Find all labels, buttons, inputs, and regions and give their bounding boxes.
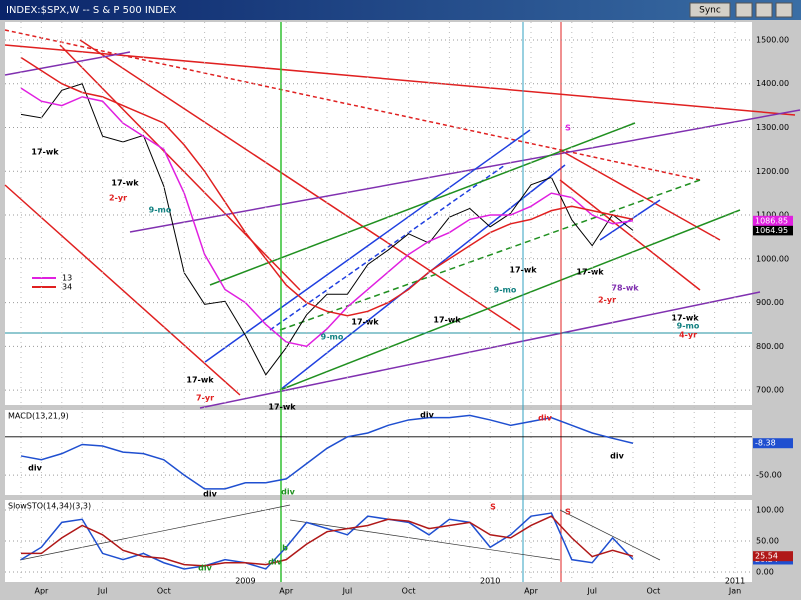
trend-line [559,509,661,561]
y-tick-label: 100.00 [756,505,784,514]
annotation: 17-wk [268,403,296,412]
annotation: 17-wk [111,179,139,188]
x-tick-label: Oct [157,587,171,596]
annotation: div [198,564,212,573]
y-tick-label: 1500.00 [756,35,789,44]
series-line [20,414,634,490]
annotation: div [538,414,552,423]
annotation: 9-mo [677,322,700,331]
value-box [753,225,793,236]
value-box [753,551,793,562]
series-line [20,512,634,570]
series-line [20,56,634,317]
annotation: div [281,488,295,497]
x-year-label: 2011 [725,577,745,586]
legend-label: 13 [62,274,72,283]
x-tick-label: Apr [279,587,294,596]
annotation: 9-mo [494,286,517,295]
annotation: div [420,411,434,420]
trend-lines [4,22,801,582]
annotation: 17-wk [351,318,379,327]
trend-line [4,51,131,76]
x-tick-label: Apr [524,587,539,596]
y-tick-label: 700.00 [756,386,784,395]
x-tick-label: Apr [34,587,49,596]
window-title: INDEX:$SPX,W -- S & P 500 INDEX [6,5,176,16]
x-tick-label: Oct [646,587,660,596]
trend-line [19,504,291,561]
value-box-label: 1064.95 [755,226,788,235]
annotation: 4-yr [679,331,697,340]
close-button[interactable] [775,2,793,18]
annotation: 2-yr [109,194,127,203]
annotation: 17-wk [671,314,699,323]
x-tick-label: Jan [728,587,741,596]
series-line [20,83,634,376]
annotation: 17-wk [186,376,214,385]
sync-button[interactable] [689,2,731,18]
y-tick-label: 1200.00 [756,167,789,176]
annotation: div [203,490,217,499]
value-box-label: 25.54 [755,552,778,561]
y-tick-label: 900.00 [756,298,784,307]
y-tick-label: 0.00 [756,568,774,577]
y-tick-label: 1300.00 [756,123,789,132]
trend-line [199,291,761,409]
y-tick-label: 1400.00 [756,79,789,88]
maximize-button[interactable] [755,2,773,18]
value-box [753,215,793,226]
series-line [20,87,634,348]
trend-line [59,44,301,291]
annotation: S [565,124,571,133]
annotation: 17-wk [31,148,59,157]
annotation: b [282,544,288,553]
x-year-label: 2010 [480,577,500,586]
trend-line [4,184,241,396]
trend-line [599,199,661,241]
trend-line [559,149,721,241]
trend-line [289,519,561,561]
panel-title: MACD(13,21,9) [8,412,69,421]
minimize-button[interactable] [735,2,753,18]
panel-title: SlowSTO(14,34)(3,3) [8,502,91,511]
annotation: S [490,503,496,512]
legend-label: 34 [62,283,72,292]
macd-panel [5,410,752,495]
series-line [21,515,634,567]
annotation: div [610,452,624,461]
y-tick-label: 800.00 [756,342,784,351]
price-panel [5,22,752,405]
annotation: 9-mo [149,206,172,215]
value-box-label: 1086.85 [755,216,788,225]
x-tick-label: Jul [97,587,108,596]
x-tick-label: Jul [586,587,597,596]
trend-line [79,39,521,331]
trend-line [559,179,701,291]
y-tick-label: 50.00 [756,537,779,546]
x-tick-label: Oct [402,587,416,596]
y-tick-label: 1000.00 [756,254,789,263]
trend-line [279,209,741,391]
y-tick-label: -50.00 [756,471,782,480]
annotation: div [28,464,42,473]
annotation: 17-wk [576,268,604,277]
title-bar [0,0,801,20]
annotation: 17-wk [509,266,537,275]
annotation: div [268,558,282,567]
x-tick-label: Jul [342,587,353,596]
annotation: 78-wk [611,284,639,293]
x-year-label: 2009 [235,577,255,586]
annotation: 17-wk [433,316,461,325]
annotation: 9-mo [321,333,344,342]
sync-label[interactable]: Sync [699,6,721,16]
trend-line [204,129,531,363]
trend-line [4,44,796,116]
value-box-label: -8.38 [755,439,776,448]
annotation: S [565,508,571,517]
annotation: 2-yr [598,296,616,305]
y-tick-label: 1100.00 [756,211,789,220]
value-box [753,438,793,449]
